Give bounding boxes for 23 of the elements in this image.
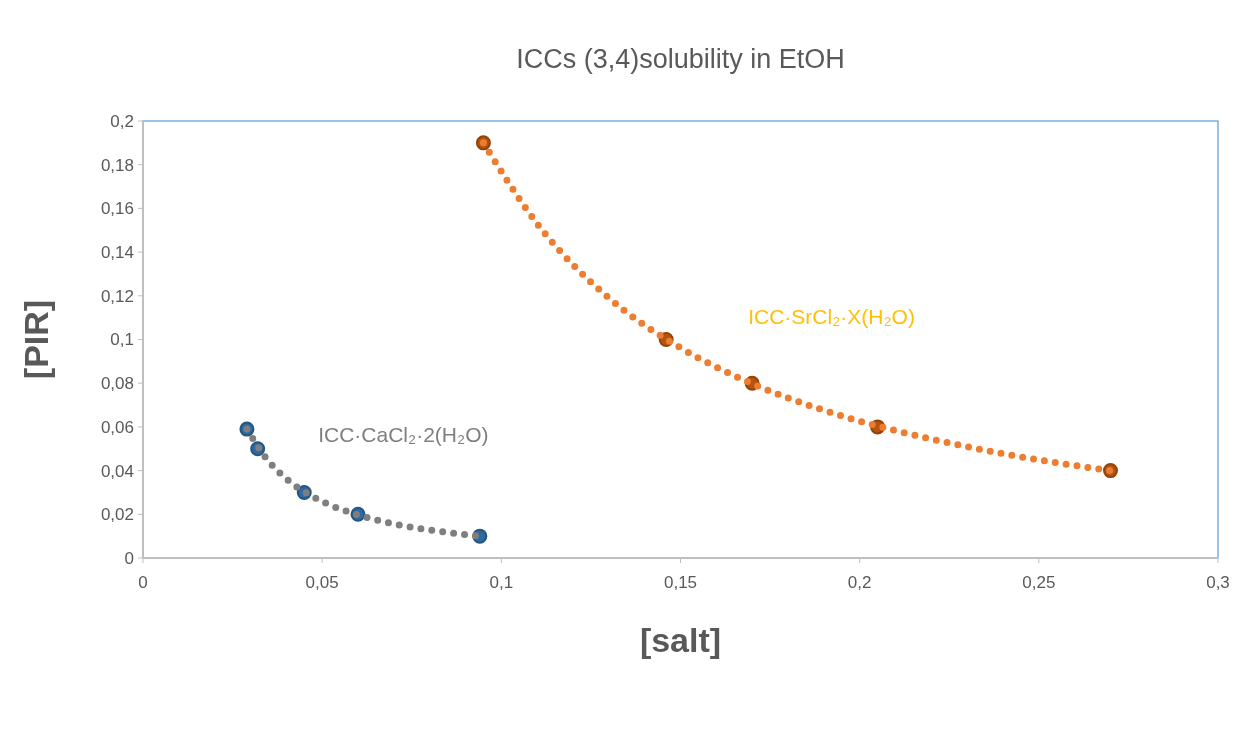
y-tick-label: 0,02 (100, 505, 134, 525)
y-tick-label: 0 (124, 548, 134, 568)
y-axis-title: [PIR] (17, 299, 55, 380)
y-tick-label: 0,16 (100, 199, 134, 219)
x-tick-label: 0,2 (847, 573, 872, 592)
y-tick-label: 0,2 (110, 111, 134, 131)
y-tick-label: 0,06 (100, 417, 134, 437)
annotation: ICC·SrCl₂·X(H₂O) (748, 304, 915, 328)
y-tick-label: 0,14 (100, 243, 134, 263)
y-tick-label: 0,12 (100, 286, 134, 306)
x-tick-label: 0,15 (663, 573, 698, 592)
x-axis-title: [salt] (639, 621, 722, 659)
annotation: ICC·CaCl₂·2(H₂O) (318, 422, 489, 446)
x-tick-label: 0,1 (489, 573, 514, 592)
x-tick-label: 0 (138, 573, 148, 592)
x-tick-label: 0,05 (305, 573, 339, 592)
x-tick-label: 0,25 (1022, 573, 1056, 592)
y-tick-label: 0,04 (100, 461, 134, 481)
chart-title: ICCs (3,4)solubility in EtOH (516, 44, 845, 74)
y-tick-label: 0,08 (100, 374, 134, 394)
x-tick-label: 0,3 (1206, 573, 1230, 592)
y-tick-label: 0,18 (100, 155, 134, 175)
y-tick-label: 0,1 (110, 330, 134, 350)
